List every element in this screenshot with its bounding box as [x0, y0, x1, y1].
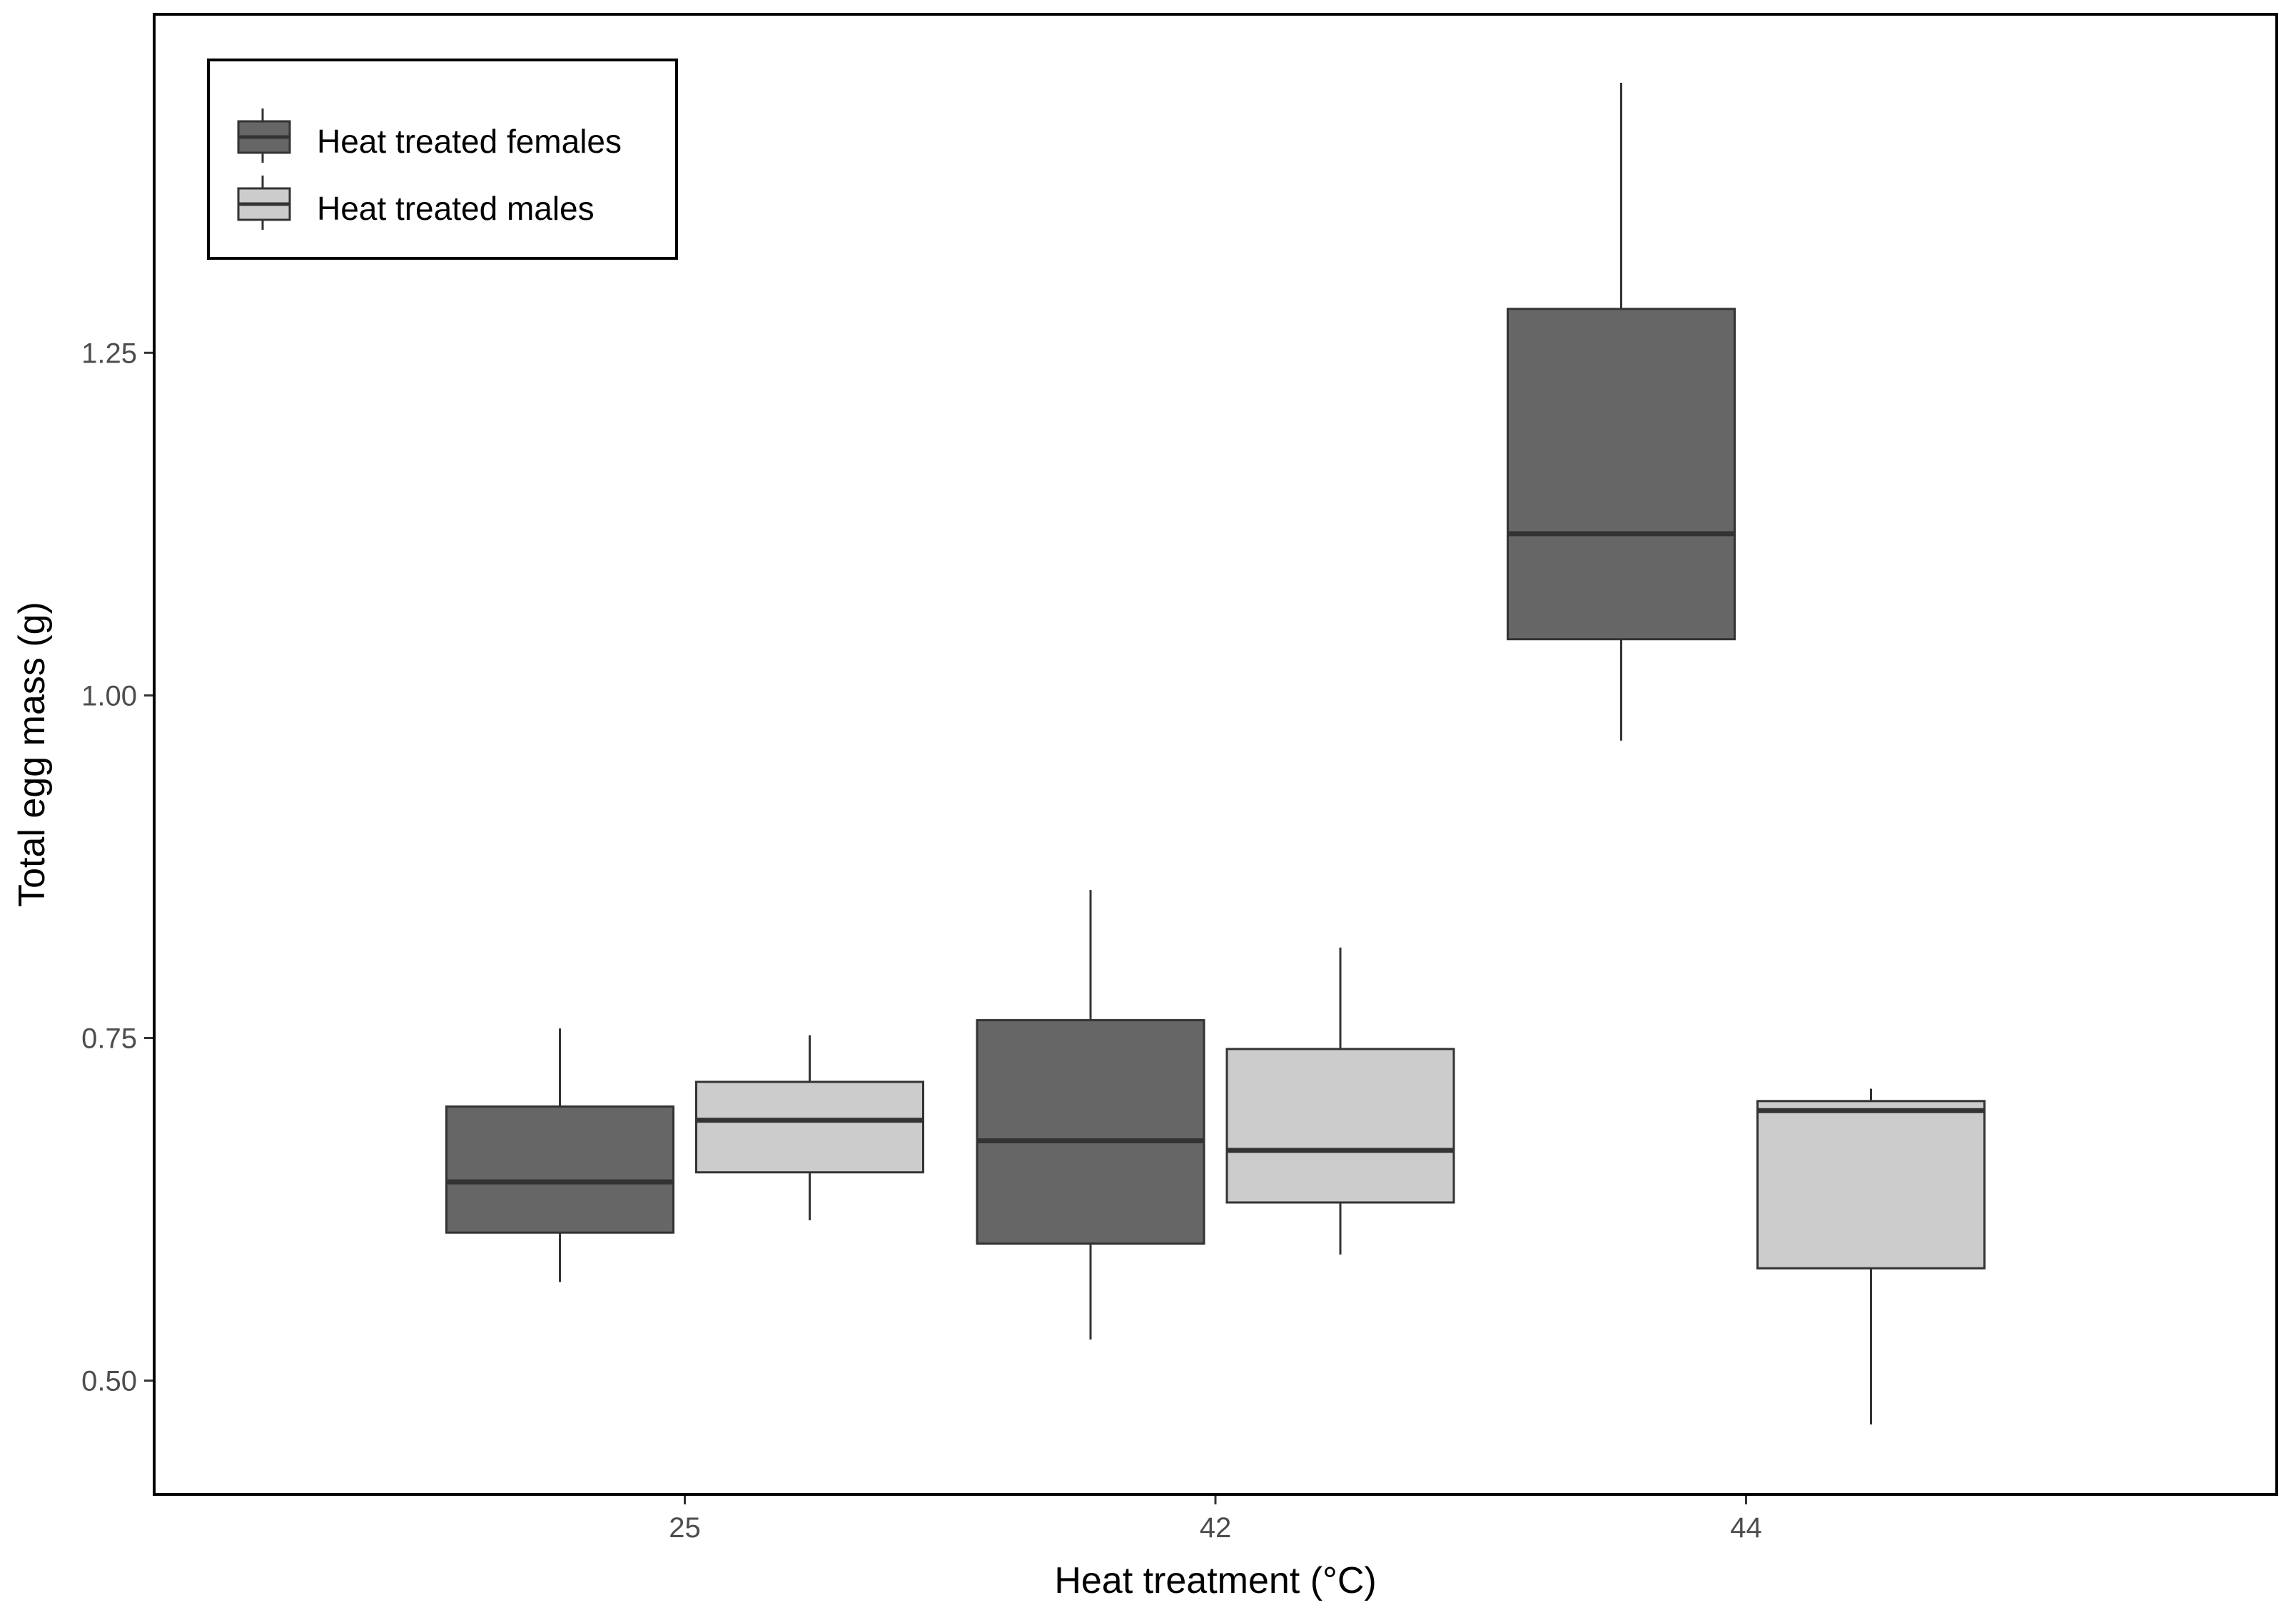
box-females-42 [976, 890, 1205, 1340]
y-axis-title: Total egg mass (g) [11, 602, 53, 907]
legend-key-males [237, 176, 291, 230]
x-tick-label: 44 [1730, 1512, 1762, 1544]
box-marks [445, 83, 1986, 1425]
plot-panel-border [153, 13, 2278, 1496]
box-females-25 [445, 1028, 674, 1282]
x-tick-label: 42 [1200, 1512, 1232, 1544]
y-tick-label: 0.75 [81, 1023, 137, 1055]
box-body [1756, 1100, 1986, 1270]
y-tick-label: 1.00 [81, 680, 137, 712]
legend-label-females: Heat treated females [317, 123, 622, 160]
y-axis: 0.50 0.75 1.00 1.25 [81, 338, 154, 1397]
box-body [1507, 308, 1736, 641]
box-body [1225, 1048, 1455, 1204]
y-tick-label: 0.50 [81, 1366, 137, 1397]
box-males-42 [1225, 947, 1455, 1255]
box-body [695, 1080, 924, 1174]
x-axis-title: Heat treatment (°C) [1054, 1560, 1376, 1601]
x-axis: 25 42 44 [669, 1494, 1762, 1544]
x-tick-label: 25 [669, 1512, 701, 1544]
legend: Heat treated females Heat treated males [207, 59, 678, 260]
y-tick-label: 1.25 [81, 338, 137, 369]
legend-frame [207, 59, 678, 260]
box-body [445, 1105, 674, 1234]
legend-label-males: Heat treated males [317, 190, 595, 227]
box-males-44 [1756, 1088, 1986, 1425]
legend-key-females [237, 108, 291, 163]
box-females-44 [1507, 83, 1736, 741]
box-body [976, 1019, 1205, 1245]
box-males-25 [695, 1035, 924, 1220]
